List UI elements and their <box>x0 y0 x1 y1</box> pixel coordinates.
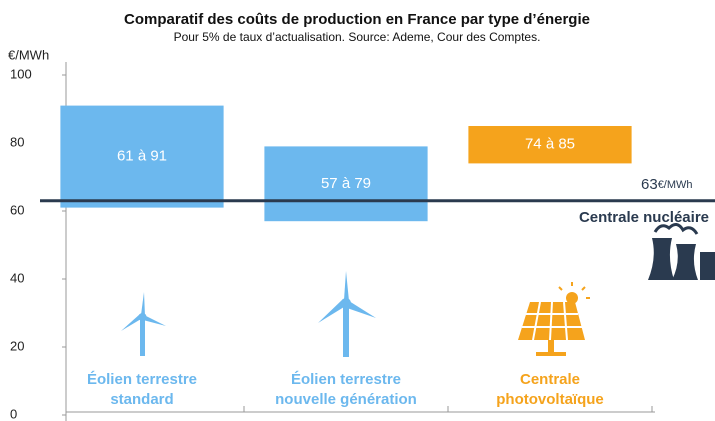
y-tick-label: 100 <box>10 66 32 81</box>
bar-label: 74 à 85 <box>525 136 575 153</box>
reference-value: 63€/MWh <box>641 176 693 193</box>
category-label: nouvelle génération <box>275 391 417 408</box>
y-tick-label: 60 <box>10 202 24 217</box>
bar <box>264 146 428 222</box>
wind-turbine-icon <box>121 292 166 356</box>
y-tick-label: 20 <box>10 338 24 353</box>
y-axis-label: €/MWh <box>8 47 49 62</box>
solar-panel-icon <box>518 282 590 356</box>
reference-unit: €/MWh <box>658 179 693 191</box>
reference-label: Centrale nucléaire <box>579 209 709 226</box>
y-tick-label: 0 <box>10 406 17 421</box>
y-tick-label: 80 <box>10 134 24 149</box>
category-label: photovoltaïque <box>496 391 604 408</box>
category-label: Centrale <box>520 371 580 388</box>
chart-title: Comparatif des coûts de production en Fr… <box>124 11 590 28</box>
bar <box>468 126 632 164</box>
bar-label: 61 à 91 <box>117 148 167 165</box>
category-label: Éolien terrestre <box>87 371 197 388</box>
bar <box>60 105 224 208</box>
y-tick-label: 40 <box>10 270 24 285</box>
wind-turbine-icon <box>318 271 376 357</box>
bar-label: 57 à 79 <box>321 175 371 192</box>
category-label: standard <box>110 391 173 408</box>
chart-subtitle: Pour 5% de taux d’actualisation. Source:… <box>174 30 541 44</box>
nuclear-plant-icon <box>648 223 715 280</box>
reference-number: 63 <box>641 176 658 193</box>
category-label: Éolien terrestre <box>291 371 401 388</box>
